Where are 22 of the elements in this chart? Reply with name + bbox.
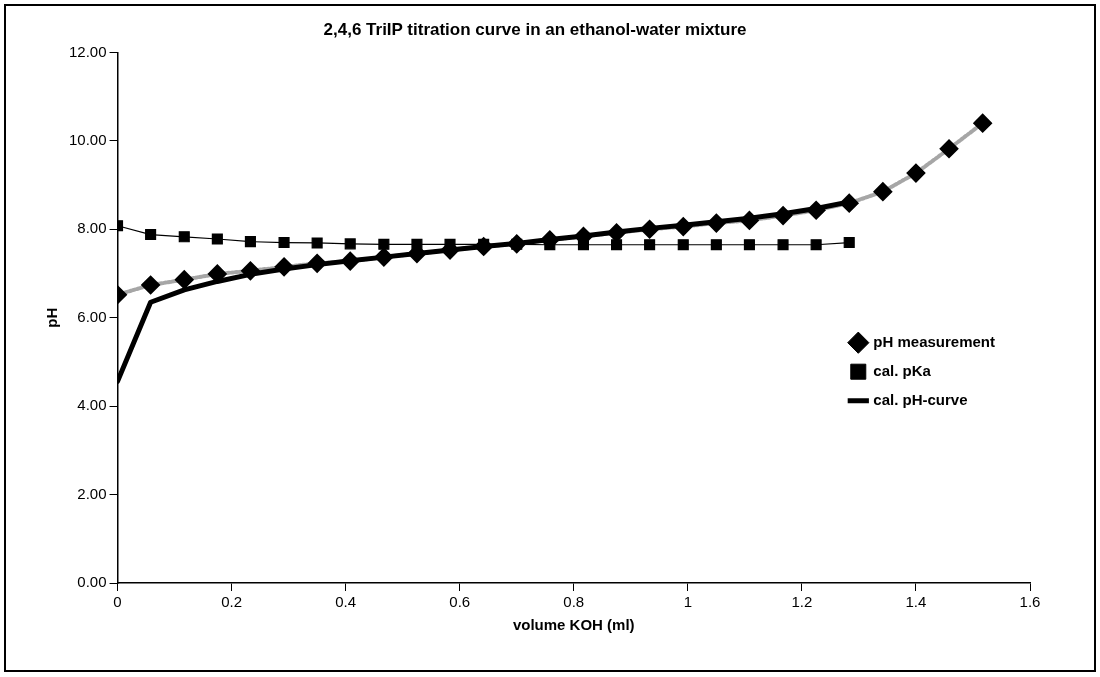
y-tick-label: 4.00 bbox=[77, 396, 107, 414]
x-tick-label: 0.2 bbox=[221, 593, 243, 611]
x-tick-label: 0.6 bbox=[449, 593, 471, 611]
y-tick-label: 10.00 bbox=[68, 130, 107, 148]
x-axis-title: volume KOH (ml) bbox=[512, 616, 635, 634]
legend-label: cal. pKa bbox=[873, 361, 932, 379]
y-tick-label: 2.00 bbox=[77, 484, 107, 502]
y-tick-label: 12.00 bbox=[68, 42, 107, 60]
chart-title: 2,4,6 TriIP titration curve in an ethanol-water mixture bbox=[323, 19, 747, 39]
x-tick-label: 1.6 bbox=[1019, 593, 1041, 611]
x-tick-label: 0.4 bbox=[335, 593, 357, 611]
x-tick-label: 1.2 bbox=[791, 593, 813, 611]
x-tick-label: 1 bbox=[683, 593, 692, 611]
x-tick-label: 0 bbox=[113, 593, 122, 611]
y-tick-label: 6.00 bbox=[77, 307, 107, 325]
y-axis-title: pH bbox=[43, 307, 61, 328]
y-tick-label: 0.00 bbox=[77, 573, 107, 591]
legend-label: pH measurement bbox=[873, 332, 996, 350]
x-tick-label: 0.8 bbox=[563, 593, 585, 611]
x-tick-label: 1.4 bbox=[905, 593, 927, 611]
legend-label: cal. pH-curve bbox=[873, 390, 968, 408]
y-tick-label: 8.00 bbox=[77, 219, 107, 237]
